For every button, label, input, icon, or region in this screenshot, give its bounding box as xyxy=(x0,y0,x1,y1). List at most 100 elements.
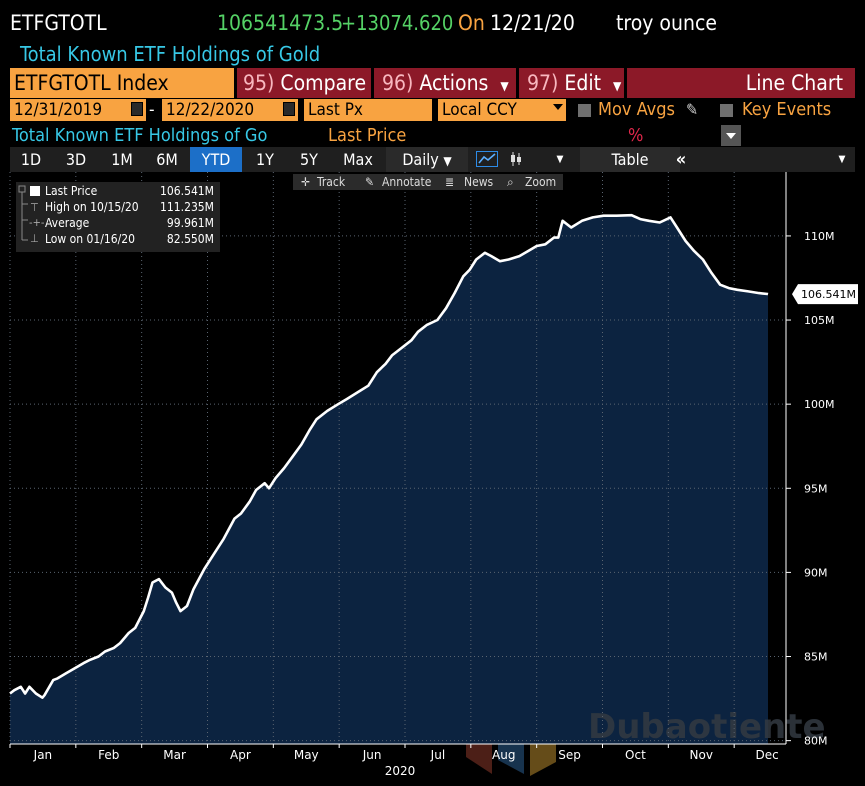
actions-dropdown-icon: ▼ xyxy=(500,79,509,93)
chart-tools: ✛ Track ✎ Annotate ≣ News ⌕ Zoom xyxy=(293,174,563,190)
legend-label: Last Price xyxy=(45,184,98,198)
x-tick-label: Jul xyxy=(430,748,445,762)
x-tick-label: Mar xyxy=(163,748,186,762)
key-events-label: Key Events xyxy=(742,99,832,120)
x-tick-label: Jun xyxy=(362,748,382,762)
area-fill xyxy=(10,215,768,744)
last-value: 106541473.5 xyxy=(217,11,344,35)
x-tick-label: Oct xyxy=(625,748,646,762)
x-tick-label: Feb xyxy=(98,748,119,762)
x-tick-label: May xyxy=(294,748,319,762)
tab-1d[interactable]: 1D xyxy=(20,150,42,169)
key-events-checkbox[interactable] xyxy=(720,104,733,117)
series-swatch xyxy=(30,186,40,196)
zoom-button[interactable]: Zoom xyxy=(525,175,557,189)
candlestick-glyph xyxy=(511,152,521,166)
x-tick-label: Apr xyxy=(230,748,251,762)
edit-dropdown-icon: ▼ xyxy=(613,79,622,93)
y-tick-label: 110M xyxy=(804,230,835,243)
candlestick-icon[interactable] xyxy=(506,147,526,172)
end-date: 12/22/2020 xyxy=(166,100,255,120)
edit-number: 97) xyxy=(527,71,559,95)
chart-type-button[interactable]: Line Chart xyxy=(627,68,855,98)
security-field[interactable]: ETFGTOTL Index xyxy=(10,68,234,98)
compare-button[interactable]: 95) Compare xyxy=(237,68,371,98)
compare-number: 95) xyxy=(243,71,275,95)
table-button[interactable]: Table xyxy=(580,147,680,172)
pencil-icon[interactable]: ✎ xyxy=(365,175,375,189)
percent-toggle[interactable]: % xyxy=(628,125,644,146)
end-date-field[interactable]: 12/22/2020 xyxy=(162,99,298,121)
last-value-label: 106.541M xyxy=(801,288,856,301)
currency-value: Local CCY xyxy=(442,100,517,120)
series-name: Total Known ETF Holdings of Go xyxy=(12,125,268,146)
collapse-icon[interactable]: « xyxy=(675,149,687,170)
currency-select[interactable]: Local CCY xyxy=(438,99,566,121)
chevron-down-icon[interactable]: ▼ xyxy=(556,154,564,165)
x-tick-label: Sep xyxy=(558,748,581,762)
tab-ytd[interactable]: YTD xyxy=(190,147,242,172)
axis-layer: 80M 85M 90M 95M 100M 105M 110M Jan Feb Mar Apr May J… xyxy=(9,172,858,778)
calendar-icon[interactable] xyxy=(283,102,295,116)
date-separator: - xyxy=(149,100,155,120)
zoom-icon[interactable]: ⌕ xyxy=(507,175,514,189)
line-chart-icon[interactable] xyxy=(472,147,502,172)
mov-avgs-label: Mov Avgs xyxy=(598,99,675,120)
quote-date: 12/21/20 xyxy=(490,11,575,35)
periodicity-value: Daily xyxy=(402,150,439,169)
field-select[interactable]: Last Px xyxy=(304,99,432,121)
chevron-down-icon[interactable]: ▼ xyxy=(838,154,846,165)
legend-value: 106.541M xyxy=(160,184,214,198)
legend-row: ⊥ Low on 01/16/20 82.550M xyxy=(16,231,220,247)
on-label: On xyxy=(458,11,485,35)
mov-avgs-checkbox[interactable] xyxy=(578,104,591,117)
y-tick-label: 95M xyxy=(804,482,828,495)
security-name: ETFGTOTL Index xyxy=(14,71,169,95)
legend-row: -+- Average 99.961M xyxy=(16,215,220,231)
series-dropdown[interactable] xyxy=(721,125,741,146)
tab-max[interactable]: Max xyxy=(343,150,373,169)
annotate-button[interactable]: Annotate xyxy=(382,175,432,189)
legend-value: 82.550M xyxy=(166,232,214,246)
tab-1y[interactable]: 1Y xyxy=(256,150,274,169)
calendar-icon[interactable] xyxy=(131,102,143,116)
period-tabs: 1D 3D 1M 6M YTD 1Y 5Y Max Daily ▼ ▼ Tabl… xyxy=(10,147,855,172)
track-button[interactable]: Track xyxy=(317,175,346,189)
news-button[interactable]: News xyxy=(464,175,494,189)
legend-label: High on 10/15/20 xyxy=(45,200,139,214)
start-date: 12/31/2019 xyxy=(14,100,103,120)
legend-tree-icon xyxy=(18,185,28,241)
y-tick-label: 90M xyxy=(804,566,828,579)
tab-5y[interactable]: 5Y xyxy=(300,150,318,169)
tab-3d[interactable]: 3D xyxy=(65,150,87,169)
field-value: Last Px xyxy=(308,100,363,120)
x-tick-label: Nov xyxy=(690,748,713,762)
edit-label: Edit xyxy=(564,71,602,95)
series-line xyxy=(9,213,769,700)
chevron-down-icon xyxy=(553,104,563,110)
pencil-icon[interactable]: ✎ xyxy=(686,100,699,119)
periodicity-select[interactable]: Daily ▼ xyxy=(386,147,468,172)
news-icon[interactable]: ≣ xyxy=(445,175,455,189)
chevron-down-icon: ▼ xyxy=(443,154,452,168)
edit-button[interactable]: 97) Edit ▼ xyxy=(519,68,624,98)
crosshair-icon[interactable]: ✛ xyxy=(301,175,311,189)
unit-label: troy ounce xyxy=(616,11,717,35)
tab-1m[interactable]: 1M xyxy=(111,150,133,169)
x-tick-label: Jan xyxy=(33,748,53,762)
last-value-tag xyxy=(792,284,858,305)
y-tick-label: 80M xyxy=(804,735,828,748)
net-change: +13074.620 xyxy=(341,11,454,35)
tab-6m[interactable]: 6M xyxy=(156,150,178,169)
high-icon: ⊤ xyxy=(30,201,39,214)
legend: Last Price 106.541M ⊤ High on 10/15/20 1… xyxy=(16,182,220,252)
ticker: ETFGTOTL xyxy=(10,11,107,35)
actions-button[interactable]: 96) Actions ▼ xyxy=(374,68,516,98)
area-layer xyxy=(10,215,768,744)
y-tick-label: 105M xyxy=(804,314,835,327)
actions-label: Actions xyxy=(419,71,489,95)
chevron-down-icon xyxy=(726,133,736,139)
start-date-field[interactable]: 12/31/2019 xyxy=(10,99,146,121)
chart-type-label: Line Chart xyxy=(745,71,843,95)
